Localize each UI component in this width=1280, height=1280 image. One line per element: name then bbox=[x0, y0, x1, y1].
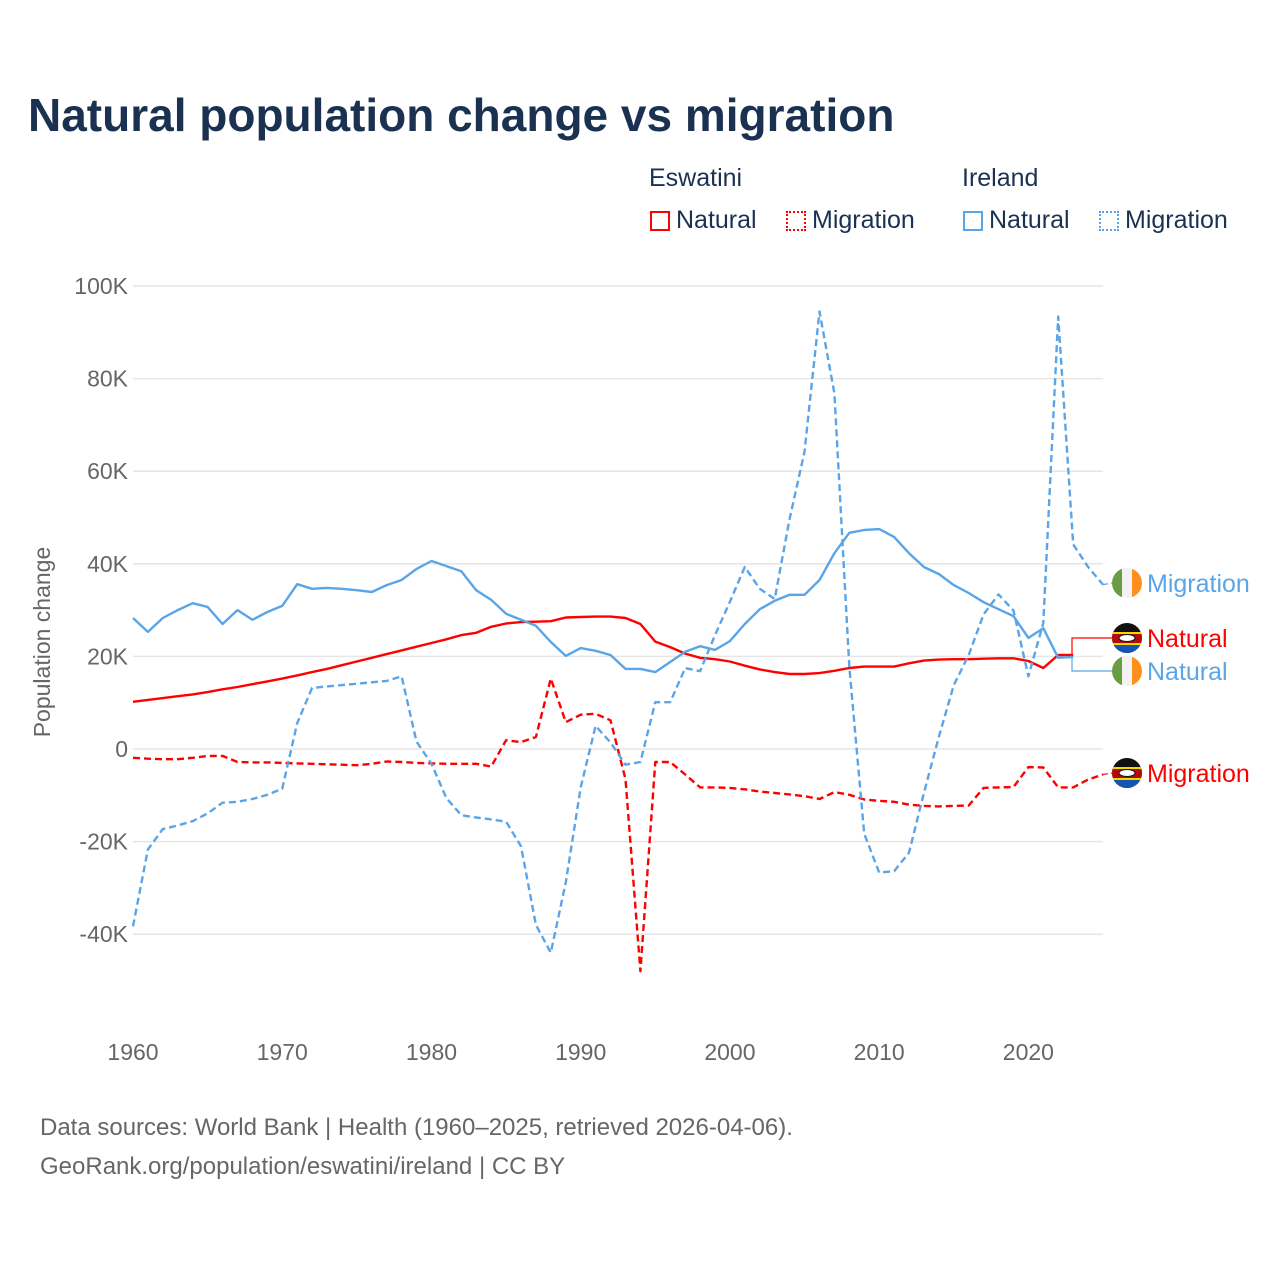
legend-label: Natural bbox=[676, 206, 757, 234]
x-tick-label: 2010 bbox=[854, 1039, 905, 1065]
series-line-ireland-natural bbox=[132, 527, 1074, 674]
y-tick-label: 100K bbox=[74, 273, 128, 299]
legend-swatch-dotted bbox=[786, 210, 806, 231]
y-tick-label: 80K bbox=[87, 366, 129, 392]
y-tick-label: -20K bbox=[79, 829, 128, 855]
y-tick-label: 20K bbox=[87, 643, 129, 669]
end-label: Natural bbox=[1147, 625, 1228, 653]
legend-group-ireland: Ireland bbox=[962, 164, 1039, 192]
label-leader-line bbox=[1071, 656, 1112, 672]
x-tick-label: 1980 bbox=[406, 1039, 457, 1065]
eswatini-flag-icon bbox=[1112, 758, 1142, 788]
end-label: Migration bbox=[1147, 570, 1250, 598]
legend-ireland-natural[interactable]: Natural bbox=[963, 206, 1070, 235]
x-tick-label: 1960 bbox=[107, 1039, 158, 1065]
ireland-flag-icon bbox=[1112, 568, 1142, 598]
legend-group-eswatini: Eswatini bbox=[649, 164, 743, 192]
chart-title: Natural population change vs migration bbox=[28, 89, 895, 141]
series-line-ireland-migration bbox=[131, 310, 1104, 954]
legend-label: Natural bbox=[989, 206, 1070, 234]
y-tick-label: 40K bbox=[87, 551, 129, 577]
label-leader-line bbox=[1102, 772, 1113, 776]
label-leader-line bbox=[1102, 582, 1113, 586]
x-tick-label: 1990 bbox=[555, 1039, 606, 1065]
legend-label: Migration bbox=[812, 206, 915, 234]
y-tick-label: 60K bbox=[87, 458, 129, 484]
legend-swatch-solid bbox=[963, 210, 983, 231]
x-tick-label: 1970 bbox=[257, 1039, 308, 1065]
series-line-eswatini-natural bbox=[132, 615, 1074, 703]
footer: Data sources: World Bank | Health (1960–… bbox=[40, 1108, 793, 1186]
legend-eswatini-natural[interactable]: Natural bbox=[650, 206, 757, 235]
series-line-eswatini-migration bbox=[132, 677, 1104, 973]
data-source: Data sources: World Bank | Health (1960–… bbox=[40, 1114, 793, 1141]
end-label: Natural bbox=[1147, 658, 1228, 686]
x-tick-label: 2000 bbox=[704, 1039, 755, 1065]
attribution: GeoRank.org/population/eswatini/ireland … bbox=[40, 1153, 566, 1180]
y-axis-label: Population change bbox=[29, 547, 55, 738]
legend-swatch-solid bbox=[650, 210, 670, 231]
label-leader-line bbox=[1071, 637, 1112, 656]
y-tick-label: 0 bbox=[115, 736, 128, 762]
eswatini-flag-icon bbox=[1112, 623, 1142, 653]
legend-swatch-dotted bbox=[1099, 210, 1119, 231]
end-label: Migration bbox=[1147, 760, 1250, 788]
legend-eswatini-migration[interactable]: Migration bbox=[786, 206, 915, 235]
legend-label: Migration bbox=[1125, 206, 1228, 234]
x-tick-label: 2020 bbox=[1003, 1039, 1054, 1065]
legend-ireland-migration[interactable]: Migration bbox=[1099, 206, 1228, 235]
y-tick-label: -40K bbox=[79, 921, 128, 947]
ireland-flag-icon bbox=[1112, 656, 1142, 686]
